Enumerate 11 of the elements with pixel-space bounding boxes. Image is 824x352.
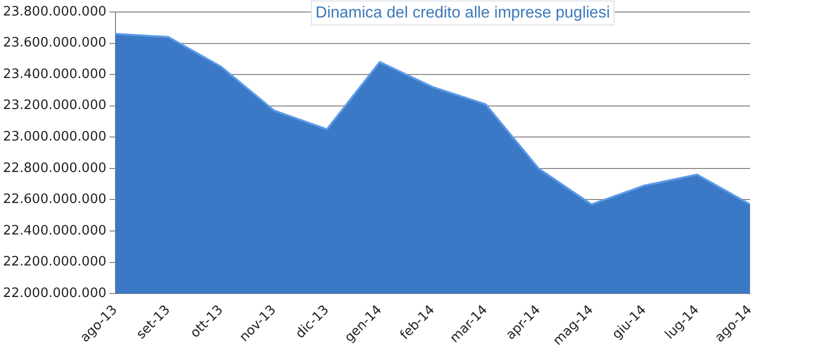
- y-tick-label: 23.400.000.000: [2, 66, 106, 82]
- y-tick-label: 22.800.000.000: [2, 160, 106, 176]
- y-tick-label: 23.600.000.000: [2, 36, 106, 51]
- y-tick-label: 23.200.000.000: [2, 98, 106, 114]
- y-tick-label: 23.800.000.000: [2, 4, 106, 20]
- y-tick-label: 22.000.000.000: [2, 286, 106, 301]
- y-tick-label: 22.600.000.000: [2, 192, 106, 208]
- y-tick-label: 23.000.000.000: [2, 130, 106, 144]
- y-tick-label: 22.400.000.000: [2, 223, 106, 238]
- chart-title: Dinamica del credito alle imprese pugliesi: [316, 4, 610, 22]
- y-tick-label: 22.200.000.000: [2, 254, 106, 270]
